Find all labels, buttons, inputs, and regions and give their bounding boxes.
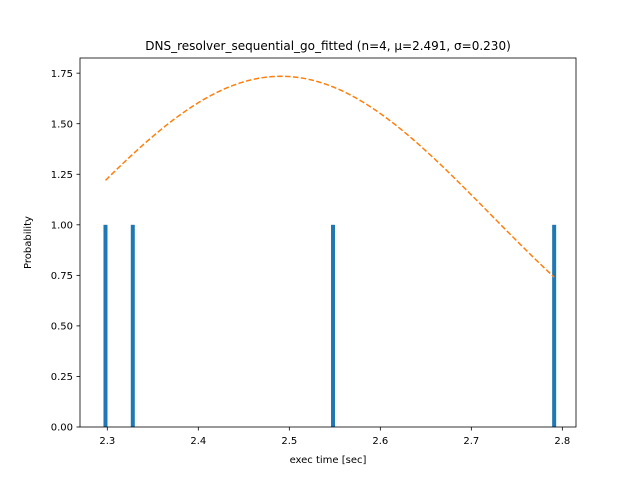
y-axis-ticks: 0.00 0.25 0.50 0.75 1.00 1.25 1.50 1.75 xyxy=(51,69,80,434)
x-tick-label: 2.7 xyxy=(463,436,479,447)
x-tick-label: 2.8 xyxy=(554,436,570,447)
x-tick-label: 2.4 xyxy=(190,436,206,447)
x-tick-label: 2.5 xyxy=(281,436,297,447)
y-tick-label: 0.00 xyxy=(51,423,73,434)
y-tick-label: 0.25 xyxy=(51,372,73,383)
x-axis-ticks: 2.3 2.4 2.5 2.6 2.7 2.8 xyxy=(99,427,570,447)
x-tick-label: 2.6 xyxy=(372,436,388,447)
y-tick-label: 1.50 xyxy=(51,119,73,130)
x-axis-label: exec time [sec] xyxy=(290,455,367,466)
y-tick-label: 0.50 xyxy=(51,322,73,333)
y-tick-label: 1.00 xyxy=(51,220,73,231)
chart-title: DNS_resolver_sequential_go_fitted (n=4, … xyxy=(145,39,511,53)
bar-2 xyxy=(130,224,135,427)
bar-4 xyxy=(552,224,557,427)
histogram-bars xyxy=(103,224,557,427)
fitted-curve xyxy=(104,75,555,278)
y-tick-label: 1.75 xyxy=(51,69,73,80)
plot-frame xyxy=(79,57,577,428)
y-tick-label: 0.75 xyxy=(51,271,73,282)
bar-3 xyxy=(331,224,336,427)
y-axis-label: Probability xyxy=(23,216,34,269)
fitted-normal-line xyxy=(104,75,555,278)
y-tick-label: 1.25 xyxy=(51,170,73,181)
bar-1 xyxy=(103,224,108,427)
x-tick-label: 2.3 xyxy=(99,436,115,447)
